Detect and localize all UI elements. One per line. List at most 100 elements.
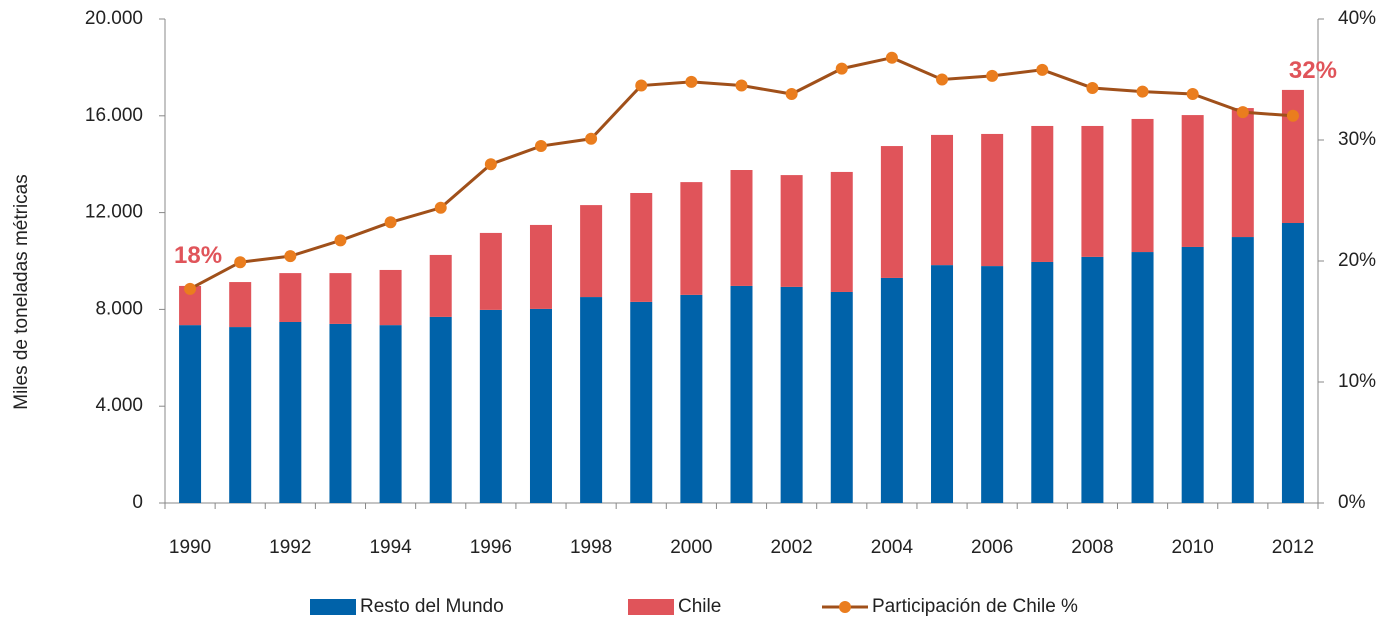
line-marker — [785, 88, 798, 101]
y-tick-label: 12.000 — [85, 202, 143, 223]
bar — [931, 134, 954, 266]
x-tick-label: 2010 — [1172, 537, 1214, 558]
bar — [830, 291, 853, 503]
bar — [1081, 125, 1104, 257]
bar — [730, 285, 753, 503]
bar — [1181, 115, 1204, 247]
line-marker — [384, 216, 397, 229]
x-tick-label: 2006 — [971, 537, 1013, 558]
line-marker — [234, 256, 247, 269]
x-tick-label: 2012 — [1272, 537, 1314, 558]
bar — [479, 232, 502, 310]
line-marker — [1086, 81, 1099, 94]
bar — [179, 325, 202, 503]
bar — [780, 286, 803, 503]
bar — [880, 277, 903, 503]
line-marker — [936, 73, 949, 86]
legend-label: Resto del Mundo — [360, 596, 504, 617]
x-tick-label: 2002 — [770, 537, 812, 558]
y2-tick-label: 30% — [1338, 129, 1376, 150]
y-tick-label: 8.000 — [95, 298, 143, 319]
x-tick-label: 1994 — [369, 537, 412, 558]
legend-swatch — [839, 601, 851, 613]
y-axis-label: Miles de toneladas métricas — [11, 174, 32, 410]
bar — [1181, 246, 1204, 504]
line-marker — [484, 158, 497, 171]
bar — [229, 327, 252, 503]
bar — [1081, 256, 1104, 503]
line-marker — [1036, 63, 1049, 76]
bar — [1281, 89, 1304, 224]
line-marker — [434, 201, 447, 214]
line-marker — [635, 79, 648, 92]
bar — [179, 285, 202, 326]
bar — [981, 133, 1004, 267]
bar — [981, 266, 1004, 503]
bar — [1131, 252, 1154, 503]
bar — [529, 308, 552, 503]
bar — [329, 273, 352, 324]
data-label: 18% — [174, 242, 222, 269]
legend-swatch — [628, 599, 674, 615]
line-marker — [334, 234, 347, 247]
x-tick-label: 1998 — [570, 537, 612, 558]
bar — [830, 171, 853, 292]
bar — [630, 192, 653, 302]
y2-tick-label: 40% — [1338, 8, 1376, 29]
bar — [229, 282, 252, 328]
line-marker — [1186, 88, 1199, 101]
bar — [279, 273, 302, 322]
bar — [730, 170, 753, 286]
line-marker — [1236, 106, 1249, 119]
bar — [1031, 261, 1054, 503]
line-marker — [585, 132, 598, 145]
x-tick-label: 2008 — [1071, 537, 1113, 558]
line-marker — [284, 250, 297, 263]
x-tick-label: 2004 — [871, 537, 914, 558]
legend-swatch — [310, 599, 356, 615]
bar — [680, 182, 703, 295]
bar — [479, 309, 502, 503]
bar — [379, 269, 402, 326]
legend-label: Participación de Chile % — [872, 596, 1078, 617]
bar — [780, 175, 803, 287]
x-tick-label: 1990 — [169, 537, 211, 558]
x-tick-label: 2000 — [670, 537, 712, 558]
legend-label: Chile — [678, 596, 721, 617]
bar — [379, 325, 402, 503]
line-marker — [835, 62, 848, 75]
bar — [1281, 223, 1304, 504]
bar — [1031, 125, 1054, 262]
bar — [1231, 237, 1254, 504]
bar — [680, 294, 703, 503]
y-tick-label: 20.000 — [85, 8, 143, 29]
x-tick-label: 1992 — [269, 537, 311, 558]
y-tick-label: 0 — [132, 492, 143, 513]
line-marker — [735, 79, 748, 92]
bar — [880, 146, 903, 278]
line-marker — [685, 75, 698, 88]
y-tick-label: 16.000 — [85, 105, 143, 126]
bar — [279, 321, 302, 503]
y2-tick-label: 0% — [1338, 492, 1366, 513]
bar — [1231, 108, 1254, 238]
line-marker — [986, 69, 999, 82]
line-marker — [1286, 109, 1299, 122]
bar — [529, 224, 552, 309]
line-marker — [534, 140, 547, 153]
y2-tick-label: 10% — [1338, 371, 1376, 392]
line-marker — [885, 51, 898, 64]
bar — [931, 265, 954, 503]
bar — [580, 205, 603, 298]
bar — [429, 254, 452, 317]
x-tick-label: 1996 — [470, 537, 512, 558]
y-tick-label: 4.000 — [95, 395, 143, 416]
line-marker — [1136, 85, 1149, 98]
y2-tick-label: 20% — [1338, 250, 1376, 271]
bar — [429, 316, 452, 503]
line-marker — [184, 282, 197, 295]
bar — [580, 297, 603, 503]
data-label: 32% — [1289, 57, 1337, 84]
bar — [630, 301, 653, 503]
